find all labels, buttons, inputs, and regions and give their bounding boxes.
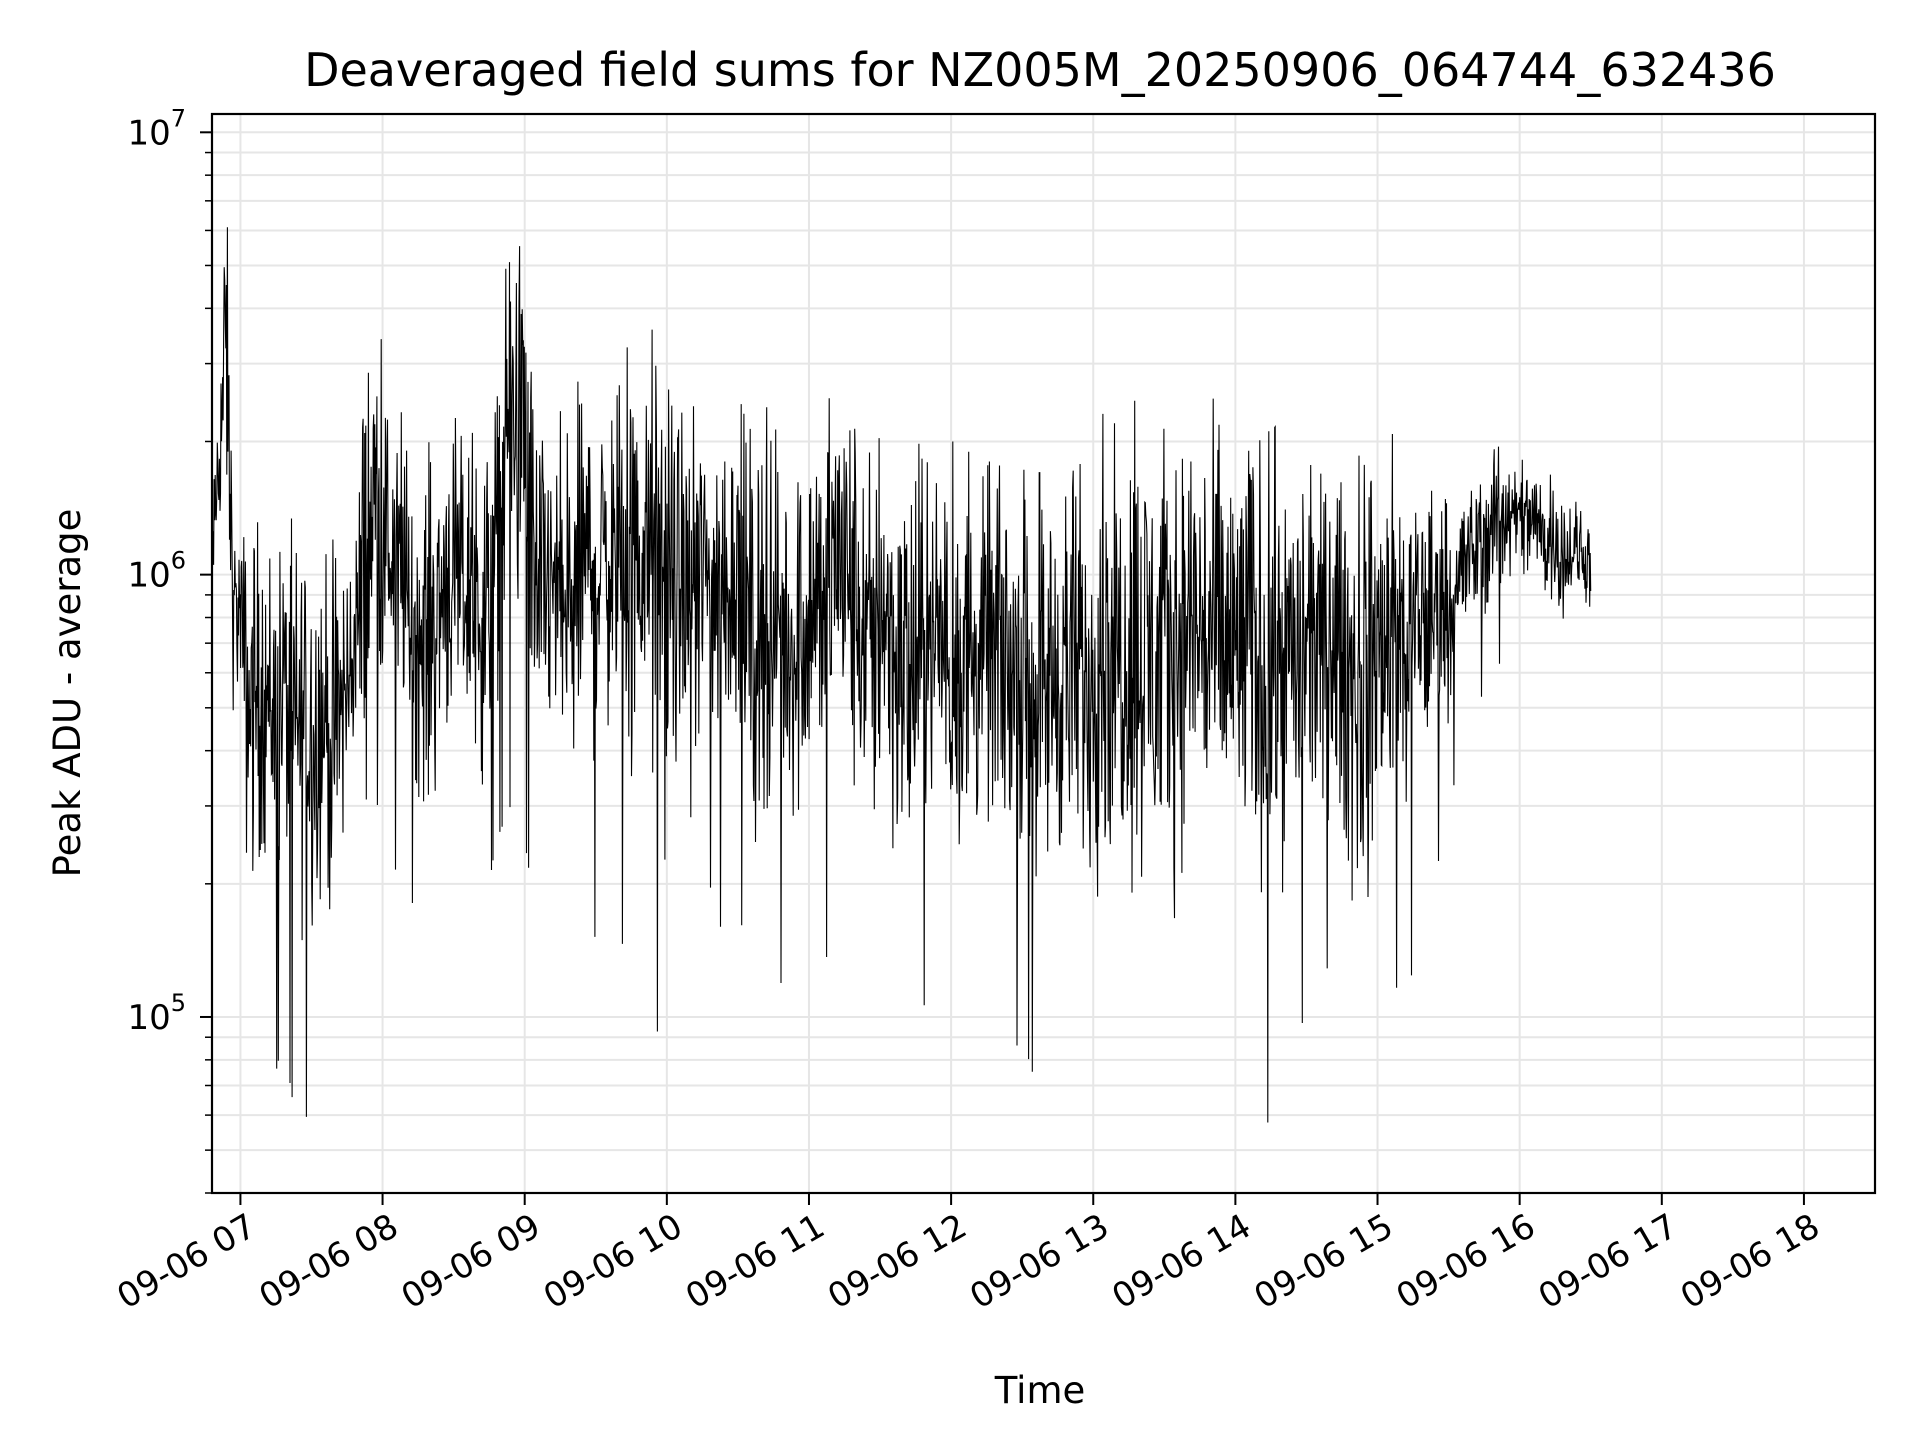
y-tick-base: 10 [127,998,170,1038]
data-series [211,227,1592,1123]
y-axis-label: Peak ADU - average [46,509,89,878]
y-tick-base: 10 [127,113,170,153]
chart-title: Deaveraged field sums for NZ005M_2025090… [304,43,1776,97]
y-tick-exponent: 7 [171,104,186,132]
y-tick-label: 105 [127,989,186,1038]
y-tick-base: 10 [127,556,170,596]
y-tick-exponent: 5 [171,989,186,1017]
grid [212,114,1875,1194]
series-line [211,227,1592,1123]
y-tick-label: 106 [127,547,186,596]
y-tick-exponent: 6 [171,547,186,575]
x-axis-label: Time [994,1369,1086,1412]
y-tick-label: 107 [127,104,186,153]
plot-frame [210,112,1877,1195]
